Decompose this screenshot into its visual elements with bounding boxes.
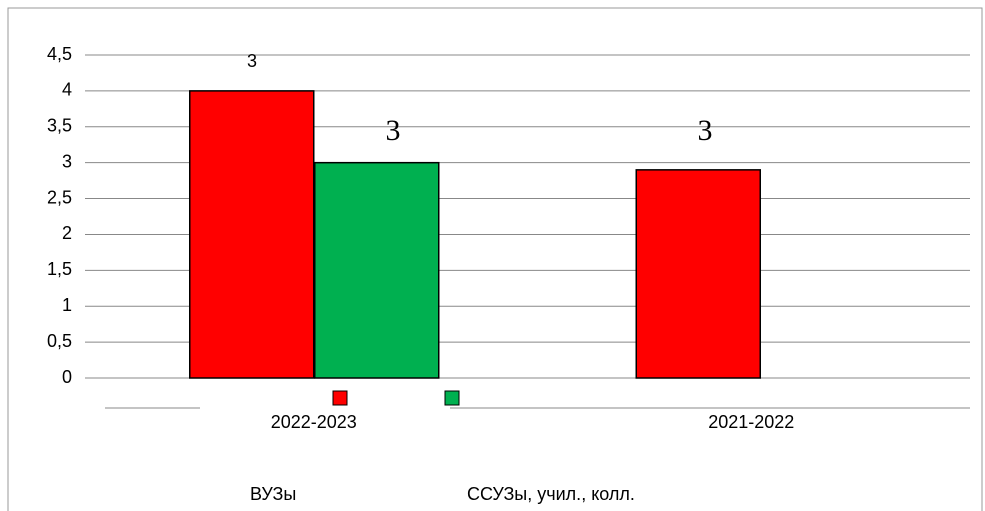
annotation: 3 (698, 114, 713, 147)
legend-label: ВУЗы (250, 484, 296, 504)
y-tick-label: 3 (62, 151, 72, 171)
y-tick-label: 2,5 (47, 187, 72, 207)
bar (314, 161, 440, 379)
legend-swatch (444, 390, 460, 406)
y-tick-label: 3,5 (47, 116, 72, 136)
chart-frame (7, 7, 983, 511)
x-tick-label: 2022-2023 (271, 412, 357, 432)
bar (635, 169, 761, 379)
y-tick-label: 2 (62, 223, 72, 243)
y-tick-label: 4 (62, 80, 72, 100)
y-tick-label: 1,5 (47, 259, 72, 279)
y-tick-label: 0,5 (47, 331, 72, 351)
x-tick-label: 2021-2022 (708, 412, 794, 432)
legend-label: ССУЗы, учил., колл. (467, 484, 635, 504)
annotation: 3 (247, 51, 257, 71)
annotation: 3 (386, 114, 401, 147)
y-tick-label: 1 (62, 295, 72, 315)
legend-swatch (332, 390, 348, 406)
y-tick-label: 4,5 (47, 44, 72, 64)
y-tick-label: 0 (62, 367, 72, 387)
bar (189, 90, 315, 379)
